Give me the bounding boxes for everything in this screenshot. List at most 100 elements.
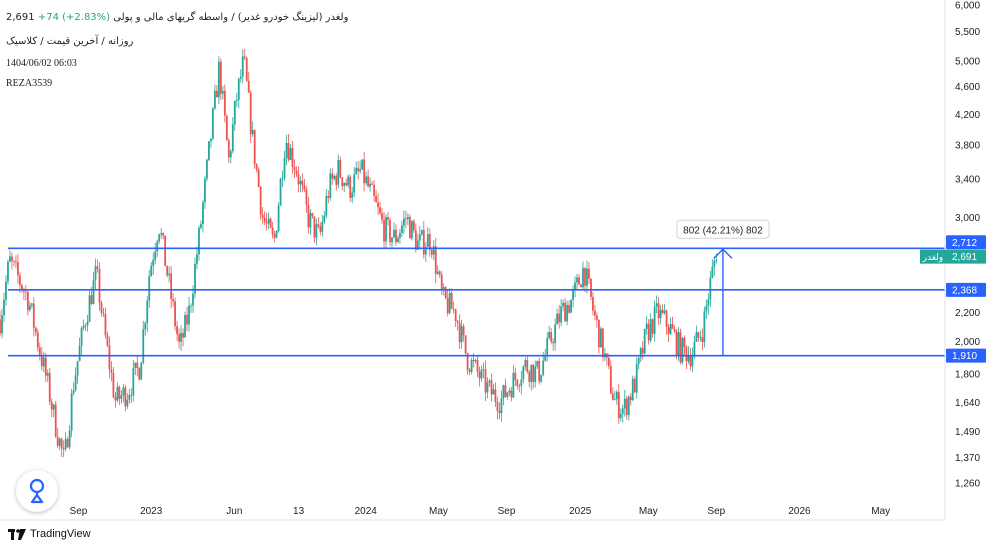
- candle-body: [140, 362, 143, 380]
- candle-body: [454, 309, 457, 322]
- candle-body: [50, 401, 53, 410]
- candle-body: [532, 364, 535, 383]
- candle-body: [267, 218, 270, 224]
- candle-body: [653, 306, 656, 334]
- candle-body: [472, 359, 475, 362]
- candle-body: [64, 439, 67, 449]
- candle-body: [474, 360, 477, 362]
- candle-body: [275, 230, 278, 238]
- candle-body: [403, 218, 405, 226]
- candle-body: [170, 273, 173, 300]
- candle-body: [556, 313, 559, 325]
- x-tick-label: 2026: [788, 506, 811, 517]
- ticker-tag-label: ولغدر: [922, 253, 944, 263]
- candle-body: [88, 295, 91, 322]
- candle-body: [365, 176, 368, 184]
- candle-body: [144, 323, 147, 330]
- candle-body: [48, 373, 51, 402]
- candle-body: [148, 276, 151, 301]
- candle-body: [361, 159, 364, 170]
- candle-body: [689, 355, 692, 367]
- candle-body: [355, 167, 358, 175]
- candle-body: [566, 305, 568, 322]
- candle-body: [502, 385, 505, 399]
- candle-body: [377, 202, 379, 208]
- candle-body: [582, 267, 584, 288]
- candle-body: [363, 159, 366, 184]
- candle-body: [592, 297, 594, 311]
- x-tick-label: 2023: [140, 506, 163, 517]
- candle-body: [339, 160, 342, 178]
- candle-body: [24, 291, 27, 293]
- candle-body: [422, 230, 425, 255]
- candle-body: [550, 332, 553, 342]
- candle-body: [78, 345, 81, 362]
- candle-body: [574, 282, 576, 291]
- candle-body: [637, 357, 640, 364]
- candle-body: [243, 56, 246, 59]
- candle-body: [387, 217, 389, 220]
- candle-body: [430, 249, 433, 255]
- candle-body: [80, 327, 83, 346]
- candle-body: [444, 287, 447, 298]
- candle-body: [118, 386, 121, 399]
- candle-body: [1, 315, 3, 334]
- candle-body: [440, 274, 443, 291]
- price-tag: [946, 348, 986, 363]
- candle-body: [456, 321, 459, 323]
- candle-body: [371, 183, 373, 185]
- candle-body: [277, 205, 280, 231]
- candle-body: [615, 391, 618, 400]
- x-tick-label: Sep: [498, 506, 516, 517]
- candle-body: [303, 185, 306, 190]
- candle-body: [190, 305, 192, 307]
- candle-body: [414, 230, 417, 250]
- y-tick-label: 1,800: [955, 369, 980, 380]
- candle-body: [281, 177, 284, 179]
- x-tick-label: Sep: [707, 506, 725, 517]
- candle-body: [223, 90, 226, 116]
- candle-body: [424, 246, 427, 255]
- candle-body: [552, 341, 555, 344]
- candle-body: [146, 300, 149, 324]
- candle-body: [301, 180, 304, 186]
- candle-body: [28, 305, 31, 311]
- candle-body: [237, 78, 240, 100]
- candle-body: [315, 224, 318, 238]
- candle-body: [150, 265, 153, 277]
- price-tag: [946, 235, 986, 250]
- candle-body: [76, 361, 79, 376]
- candle-body: [66, 439, 69, 448]
- candle-body: [389, 219, 391, 243]
- candle-body: [307, 204, 310, 228]
- candle-body: [588, 268, 590, 279]
- candle-body: [381, 213, 383, 220]
- candle-body: [221, 90, 224, 94]
- x-tick-label: May: [429, 506, 448, 517]
- candle-body: [627, 396, 630, 416]
- candle-body: [126, 399, 129, 407]
- candle-body: [337, 160, 340, 185]
- candle-body: [279, 178, 282, 206]
- chart-author: REZA3539: [6, 78, 53, 89]
- candle-body: [331, 173, 334, 179]
- candle-body: [112, 372, 115, 398]
- candle-body: [72, 390, 75, 394]
- candle-body: [496, 401, 499, 411]
- candle-body: [633, 378, 636, 393]
- candle-body: [629, 396, 632, 401]
- alert-button[interactable]: [16, 470, 58, 512]
- candle-body: [257, 169, 260, 187]
- candle-body: [178, 334, 180, 342]
- tradingview-logo[interactable]: TradingView: [8, 528, 91, 540]
- y-tick-label: 2,200: [955, 308, 980, 319]
- y-tick-label: 1,640: [955, 398, 980, 409]
- candle-body: [176, 326, 178, 335]
- candle-body: [36, 332, 39, 348]
- candle-body: [462, 326, 465, 336]
- candle-body: [510, 390, 513, 398]
- candle-body: [204, 178, 206, 203]
- candle-body: [480, 369, 483, 379]
